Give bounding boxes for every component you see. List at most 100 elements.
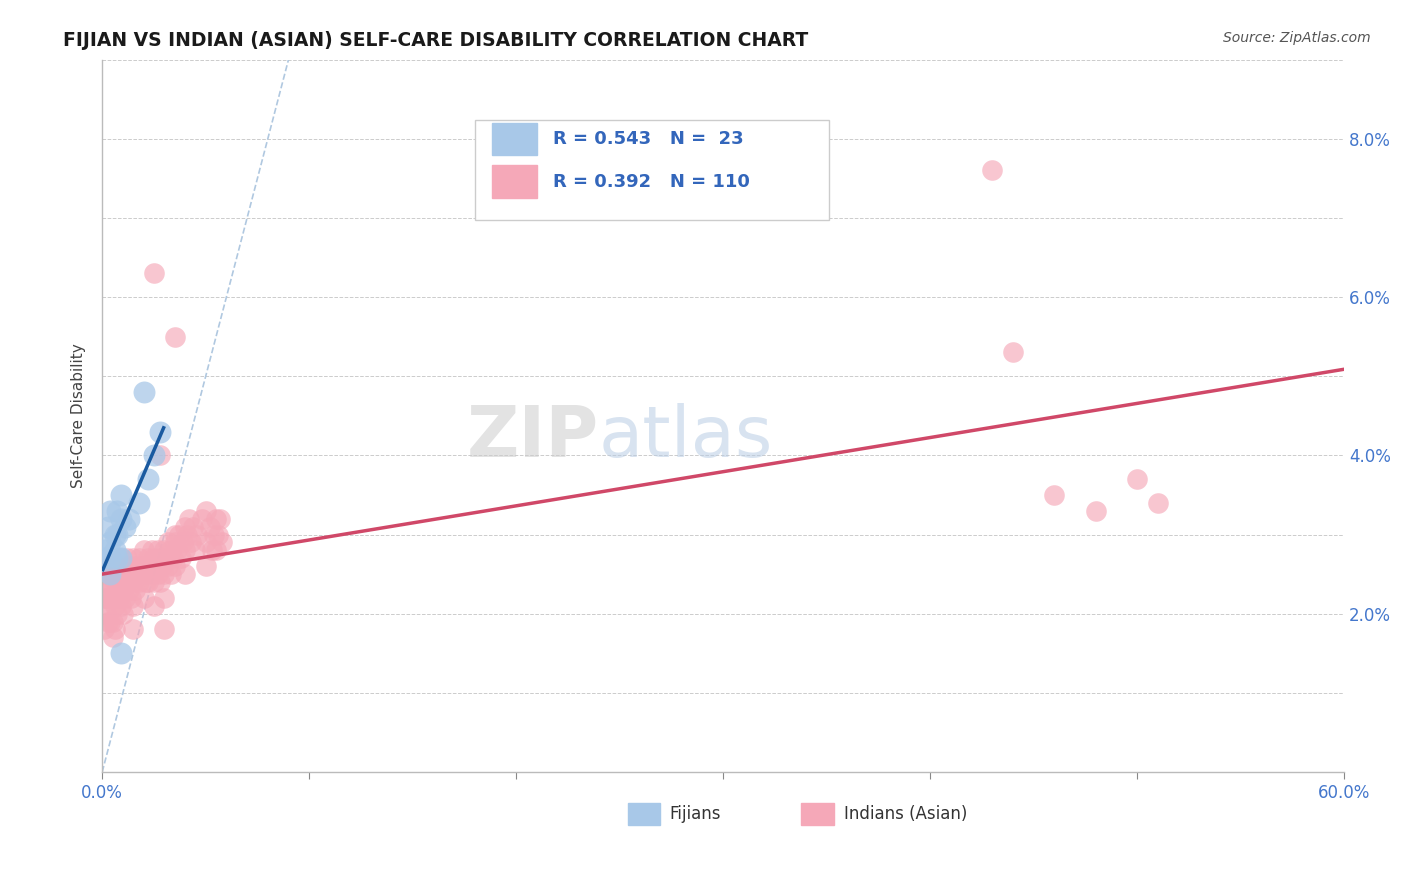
Point	[174, 519, 197, 533]
Point	[146, 567, 169, 582]
Point	[120, 591, 142, 605]
Point	[100, 574, 122, 589]
Point	[100, 591, 122, 605]
Point	[111, 582, 134, 597]
Point	[135, 574, 157, 589]
Text: R = 0.543   N =  23: R = 0.543 N = 23	[553, 130, 744, 148]
Point	[122, 599, 145, 613]
Text: FIJIAN VS INDIAN (ASIAN) SELF-CARE DISABILITY CORRELATION CHART: FIJIAN VS INDIAN (ASIAN) SELF-CARE DISAB…	[63, 31, 808, 50]
Point	[198, 519, 221, 533]
Point	[194, 559, 217, 574]
Point	[124, 582, 146, 597]
Point	[93, 623, 115, 637]
Point	[107, 591, 129, 605]
Point	[101, 631, 124, 645]
Text: Indians (Asian): Indians (Asian)	[844, 805, 967, 823]
Point	[211, 535, 233, 549]
Point	[205, 543, 228, 558]
Point	[111, 607, 134, 621]
Text: ZIP: ZIP	[467, 402, 599, 472]
Point	[97, 591, 120, 605]
Point	[101, 615, 124, 629]
Point	[111, 559, 134, 574]
Point	[143, 599, 166, 613]
Point	[136, 472, 159, 486]
Point	[149, 574, 172, 589]
Point	[1147, 496, 1170, 510]
Point	[105, 559, 128, 574]
Point	[174, 567, 197, 582]
Point	[93, 607, 115, 621]
Point	[1043, 488, 1066, 502]
Point	[153, 567, 176, 582]
Point	[136, 551, 159, 566]
Point	[132, 591, 155, 605]
Point	[97, 574, 120, 589]
Point	[110, 599, 132, 613]
Text: Source: ZipAtlas.com: Source: ZipAtlas.com	[1223, 31, 1371, 45]
Point	[176, 527, 198, 541]
Point	[157, 559, 180, 574]
Point	[167, 527, 190, 541]
Point	[209, 511, 232, 525]
Point	[153, 543, 176, 558]
Point	[114, 519, 136, 533]
Point	[205, 511, 228, 525]
Point	[110, 488, 132, 502]
Point	[150, 559, 173, 574]
Point	[118, 511, 141, 525]
Point	[118, 582, 141, 597]
Point	[131, 559, 153, 574]
Point	[184, 543, 207, 558]
Point	[93, 567, 115, 582]
Point	[128, 496, 150, 510]
Point	[100, 504, 122, 518]
FancyBboxPatch shape	[475, 120, 828, 220]
Point	[194, 535, 217, 549]
Point	[104, 623, 127, 637]
Point	[149, 425, 172, 439]
Point	[146, 543, 169, 558]
Point	[110, 551, 132, 566]
Point	[207, 527, 229, 541]
Point	[139, 559, 162, 574]
Point	[115, 551, 138, 566]
Point	[159, 567, 181, 582]
Point	[143, 266, 166, 280]
Point	[155, 551, 177, 566]
Point	[114, 591, 136, 605]
Point	[163, 527, 186, 541]
Point	[1084, 504, 1107, 518]
Point	[149, 448, 172, 462]
Point	[93, 551, 115, 566]
Point	[105, 527, 128, 541]
Point	[105, 504, 128, 518]
Point	[104, 527, 127, 541]
Point	[110, 574, 132, 589]
Point	[174, 543, 197, 558]
Point	[110, 511, 132, 525]
Point	[110, 551, 132, 566]
Point	[202, 527, 225, 541]
Point	[104, 599, 127, 613]
Point	[194, 504, 217, 518]
Point	[163, 559, 186, 574]
Point	[96, 591, 118, 605]
Point	[163, 535, 186, 549]
Point	[122, 574, 145, 589]
Point	[100, 615, 122, 629]
Point	[141, 567, 163, 582]
Point	[181, 519, 204, 533]
Point	[114, 567, 136, 582]
Point	[1126, 472, 1149, 486]
Point	[186, 527, 208, 541]
Point	[96, 607, 118, 621]
Point	[143, 574, 166, 589]
Point	[1001, 345, 1024, 359]
Point	[104, 543, 127, 558]
Point	[145, 559, 167, 574]
Point	[127, 567, 149, 582]
Point	[153, 623, 176, 637]
Point	[124, 559, 146, 574]
Point	[97, 615, 120, 629]
